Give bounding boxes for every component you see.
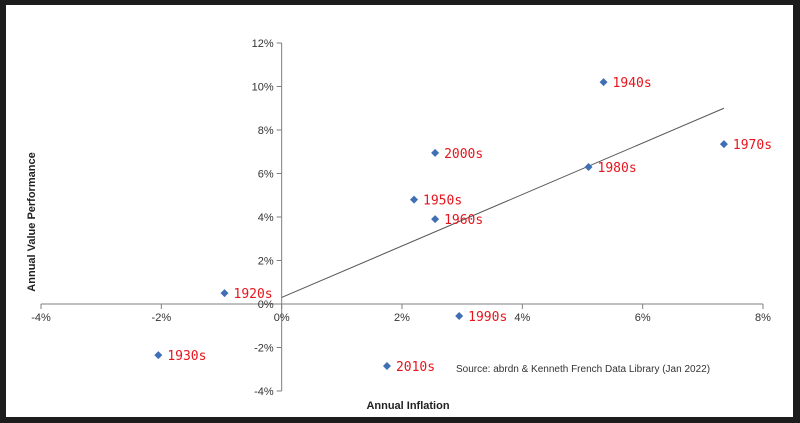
data-point-label: 1960s (444, 213, 483, 228)
data-point-marker (431, 215, 440, 224)
axes (40, 42, 764, 392)
y-axis-title: Annual Value Performance (26, 152, 38, 291)
x-tick-label: 8% (755, 312, 771, 324)
x-tick-label: 0% (274, 312, 290, 324)
data-point-label: 1950s (423, 194, 462, 209)
data-point-marker (410, 195, 419, 204)
data-point-marker (431, 148, 440, 157)
data-point-label: 1920s (234, 287, 273, 302)
data-point-label: 2010s (396, 360, 435, 375)
y-tick-label: 4% (258, 212, 274, 224)
data-point-label: 2000s (444, 147, 483, 162)
y-tick-label: 2% (258, 256, 274, 268)
y-tick-label: 10% (252, 82, 274, 94)
data-point-label: 1940s (613, 76, 652, 91)
data-point-marker (220, 289, 229, 298)
data-point-marker (719, 140, 728, 149)
data-point-label: 1980s (598, 161, 637, 176)
y-tick-label: -4% (254, 386, 274, 398)
data-point-label: 1990s (468, 310, 507, 325)
data-point-label: 1930s (167, 349, 206, 364)
data-point-marker (382, 361, 391, 370)
x-tick-label: 2% (394, 312, 410, 324)
data-point-label: 1970s (733, 138, 772, 153)
x-tick-label: 6% (635, 312, 651, 324)
y-tick-label: 0% (258, 299, 274, 311)
data-point-marker (455, 311, 464, 320)
data-point-marker (599, 78, 608, 87)
y-tick-label: 8% (258, 125, 274, 137)
x-tick-label: -4% (31, 312, 51, 324)
trendline (281, 107, 725, 298)
data-point-marker (584, 162, 593, 171)
chart-frame: -4% -2% 0% 2% 4% 6% 8% -4% -2% 0% 2% 4% 6% 8% 10% 12% 1… (6, 5, 793, 417)
source-note: Source: abrdn & Kenneth French Data Libr… (456, 364, 710, 375)
data-point-marker (154, 351, 163, 360)
data-points: 1920s 1930s 1940s 1950s 1960s 1970s 1980s 1990s… (154, 76, 772, 375)
x-axis-title: Annual Inflation (366, 400, 449, 412)
y-tick-label: 12% (252, 38, 274, 50)
x-tick-label: -2% (152, 312, 172, 324)
x-tick-label: 4% (514, 312, 530, 324)
y-tick-label: -2% (254, 343, 274, 355)
trendline-group (281, 107, 725, 298)
scatter-chart: -4% -2% 0% 2% 4% 6% 8% -4% -2% 0% 2% 4% 6% 8% 10% 12% 1… (26, 38, 772, 412)
tick-labels: -4% -2% 0% 2% 4% 6% 8% -4% -2% 0% 2% 4% 6% 8% 10% 12% (31, 38, 771, 398)
y-tick-label: 6% (258, 169, 274, 181)
